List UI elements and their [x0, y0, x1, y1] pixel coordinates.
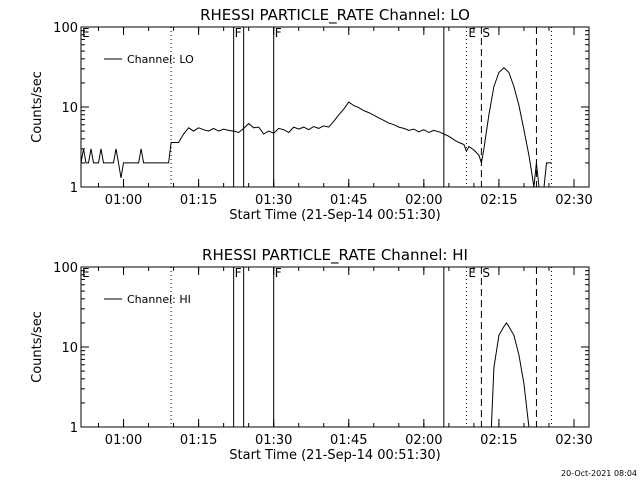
event-marker-label: S — [482, 26, 490, 40]
x-tick-label: 02:30 — [555, 433, 592, 448]
y-tick-label: 10 — [61, 101, 78, 116]
event-marker-label: E — [468, 26, 476, 40]
x-tick-label: 02:15 — [480, 433, 517, 448]
x-tick-label: 02:30 — [555, 193, 592, 208]
chart-panel-1: RHESSI PARTICLE_RATE Channel: HI 01:00 01:… — [30, 246, 593, 463]
event-marker-label: E — [82, 26, 90, 40]
x-tick-label: 01:30 — [255, 193, 292, 208]
y-tick-label: 10 — [61, 341, 78, 356]
x-axis-label: Start Time (21-Sep-14 00:51:30) — [229, 208, 440, 223]
chart-panel-0: RHESSI PARTICLE_RATE Channel: LO 01:00 01:… — [30, 6, 593, 223]
footer-timestamp: 20-Oct-2021 08:04 — [561, 469, 637, 478]
event-marker-label: F — [235, 26, 242, 40]
event-marker-label: F — [275, 266, 282, 280]
x-tick-label: 01:00 — [105, 193, 142, 208]
series-line — [490, 322, 530, 428]
event-marker-label: F — [275, 26, 282, 40]
y-axis-label: Counts/sec — [30, 311, 45, 383]
x-tick-label: 01:45 — [330, 433, 367, 448]
series-line — [80, 67, 552, 188]
event-marker-label: E — [468, 266, 476, 280]
legend-label: Channel: LO — [127, 53, 194, 66]
plot-frame — [80, 266, 590, 428]
y-tick-label: 1 — [70, 181, 78, 196]
event-marker-label: E — [82, 266, 90, 280]
x-tick-label: 01:30 — [255, 433, 292, 448]
y-tick-label: 1 — [70, 421, 78, 436]
x-tick-label: 01:15 — [180, 433, 217, 448]
x-tick-label: 02:00 — [405, 193, 442, 208]
y-tick-label: 100 — [53, 261, 78, 276]
x-tick-label: 01:15 — [180, 193, 217, 208]
y-tick-label: 100 — [53, 21, 78, 36]
event-marker-label: F — [235, 266, 242, 280]
chart-title: RHESSI PARTICLE_RATE Channel: LO — [200, 6, 470, 25]
x-tick-label: 01:45 — [330, 193, 367, 208]
x-tick-label: 02:15 — [480, 193, 517, 208]
y-axis-label: Counts/sec — [30, 71, 45, 143]
x-tick-label: 01:00 — [105, 433, 142, 448]
event-marker-label: S — [482, 266, 490, 280]
chart-title: RHESSI PARTICLE_RATE Channel: HI — [202, 246, 468, 265]
x-axis-label: Start Time (21-Sep-14 00:51:30) — [229, 448, 440, 463]
legend-label: Channel: HI — [127, 293, 191, 306]
x-tick-label: 02:00 — [405, 433, 442, 448]
